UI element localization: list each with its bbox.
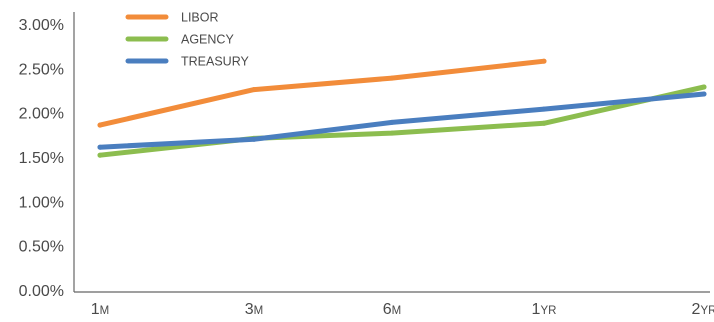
y-tick-label: 0.50% — [19, 239, 64, 256]
data-point-treasury — [541, 106, 547, 112]
series-lines — [97, 58, 707, 158]
y-axis-ticks: 0.00% 0.50% 1.00% 1.50% 2.00% 2.50% 3.00% — [19, 17, 64, 300]
x-tick-label: 1YR — [532, 301, 557, 318]
legend: LIBOR AGENCY TREASURY — [125, 11, 250, 69]
y-tick-label: 1.50% — [19, 150, 64, 167]
x-tick-label: 1M — [91, 301, 110, 318]
y-tick-label: 2.50% — [19, 61, 64, 78]
data-point-treasury — [389, 119, 395, 125]
data-point-treasury — [97, 144, 103, 150]
y-tick-label: 0.00% — [19, 283, 64, 300]
y-tick-label: 3.00% — [19, 17, 64, 34]
x-tick-label: 6M — [383, 301, 402, 318]
legend-label-agency: AGENCY — [181, 33, 234, 47]
data-point-libor — [389, 75, 395, 81]
series-line-libor — [97, 58, 547, 128]
y-tick-label: 2.00% — [19, 106, 64, 123]
x-tick-unit: M — [254, 305, 264, 317]
y-tick-label: 1.00% — [19, 194, 64, 211]
data-point-libor — [541, 58, 547, 64]
x-tick-label: 2YR — [692, 301, 714, 318]
legend-label-libor: LIBOR — [181, 11, 219, 25]
data-point-treasury — [701, 91, 707, 97]
legend-label-treasury: TREASURY — [181, 55, 250, 69]
data-point-agency — [97, 152, 103, 158]
data-point-treasury — [251, 136, 257, 142]
x-tick-unit: YR — [700, 305, 714, 317]
data-point-agency — [541, 120, 547, 126]
x-tick-number: 1 — [91, 301, 100, 318]
x-tick-number: 1 — [532, 301, 541, 318]
x-tick-unit: M — [100, 305, 110, 317]
x-tick-label: 3M — [245, 301, 264, 318]
x-tick-number: 3 — [245, 301, 254, 318]
x-tick-number: 6 — [383, 301, 392, 318]
data-point-libor — [97, 122, 103, 128]
axes — [73, 12, 710, 293]
x-tick-unit: M — [392, 305, 402, 317]
x-tick-unit: YR — [540, 305, 556, 317]
data-point-libor — [251, 87, 257, 93]
data-point-agency — [701, 84, 707, 90]
x-tick-number: 2 — [692, 301, 701, 318]
x-axis-ticks: 1M 3M 6M 1YR 2YR — [91, 301, 714, 318]
data-point-agency — [389, 130, 395, 136]
